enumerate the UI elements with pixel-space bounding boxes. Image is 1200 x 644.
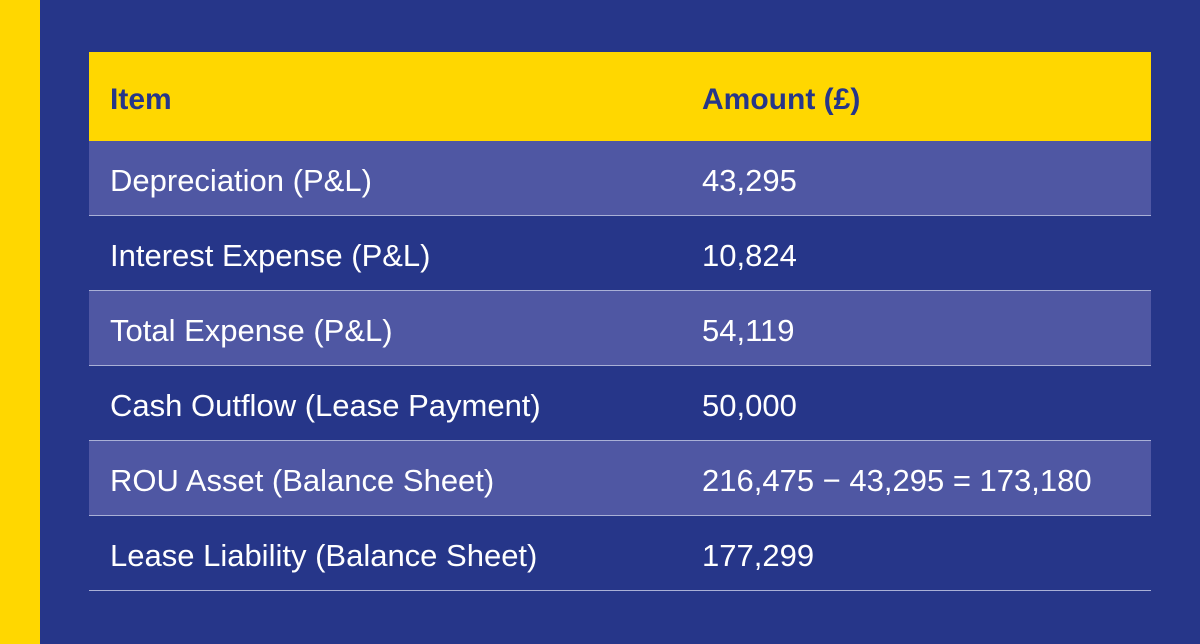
row-amount-value: 43,295 [702, 163, 797, 198]
row-item-label: Lease Liability (Balance Sheet) [110, 538, 538, 573]
table-row: ROU Asset (Balance Sheet) 216,475 − 43,2… [89, 441, 1151, 516]
row-item-label: Total Expense (P&L) [110, 313, 393, 348]
table-row: Cash Outflow (Lease Payment) 50,000 [89, 366, 1151, 441]
row-amount-value: 10,824 [702, 238, 797, 273]
row-amount-value: 50,000 [702, 388, 797, 423]
row-item-label: Cash Outflow (Lease Payment) [110, 388, 541, 423]
table-row: Interest Expense (P&L) 10,824 [89, 216, 1151, 291]
header-amount: Amount (£) [702, 83, 861, 116]
row-item-label: Depreciation (P&L) [110, 163, 372, 198]
accent-bar [0, 0, 40, 644]
row-item-label: Interest Expense (P&L) [110, 238, 431, 273]
row-amount-value: 216,475 − 43,295 = 173,180 [702, 463, 1092, 498]
row-item-label: ROU Asset (Balance Sheet) [110, 463, 495, 498]
table-header: Item Amount (£) [89, 52, 1151, 141]
row-amount-value: 177,299 [702, 538, 815, 573]
row-amount-value: 54,119 [702, 313, 795, 348]
lease-summary-table: Item Amount (£) Depreciation (P&L) 43,29… [89, 52, 1151, 591]
table-row: Depreciation (P&L) 43,295 [89, 141, 1151, 216]
table-row: Total Expense (P&L) 54,119 [89, 291, 1151, 366]
table-row: Lease Liability (Balance Sheet) 177,299 [89, 516, 1151, 591]
header-item: Item [110, 83, 172, 116]
